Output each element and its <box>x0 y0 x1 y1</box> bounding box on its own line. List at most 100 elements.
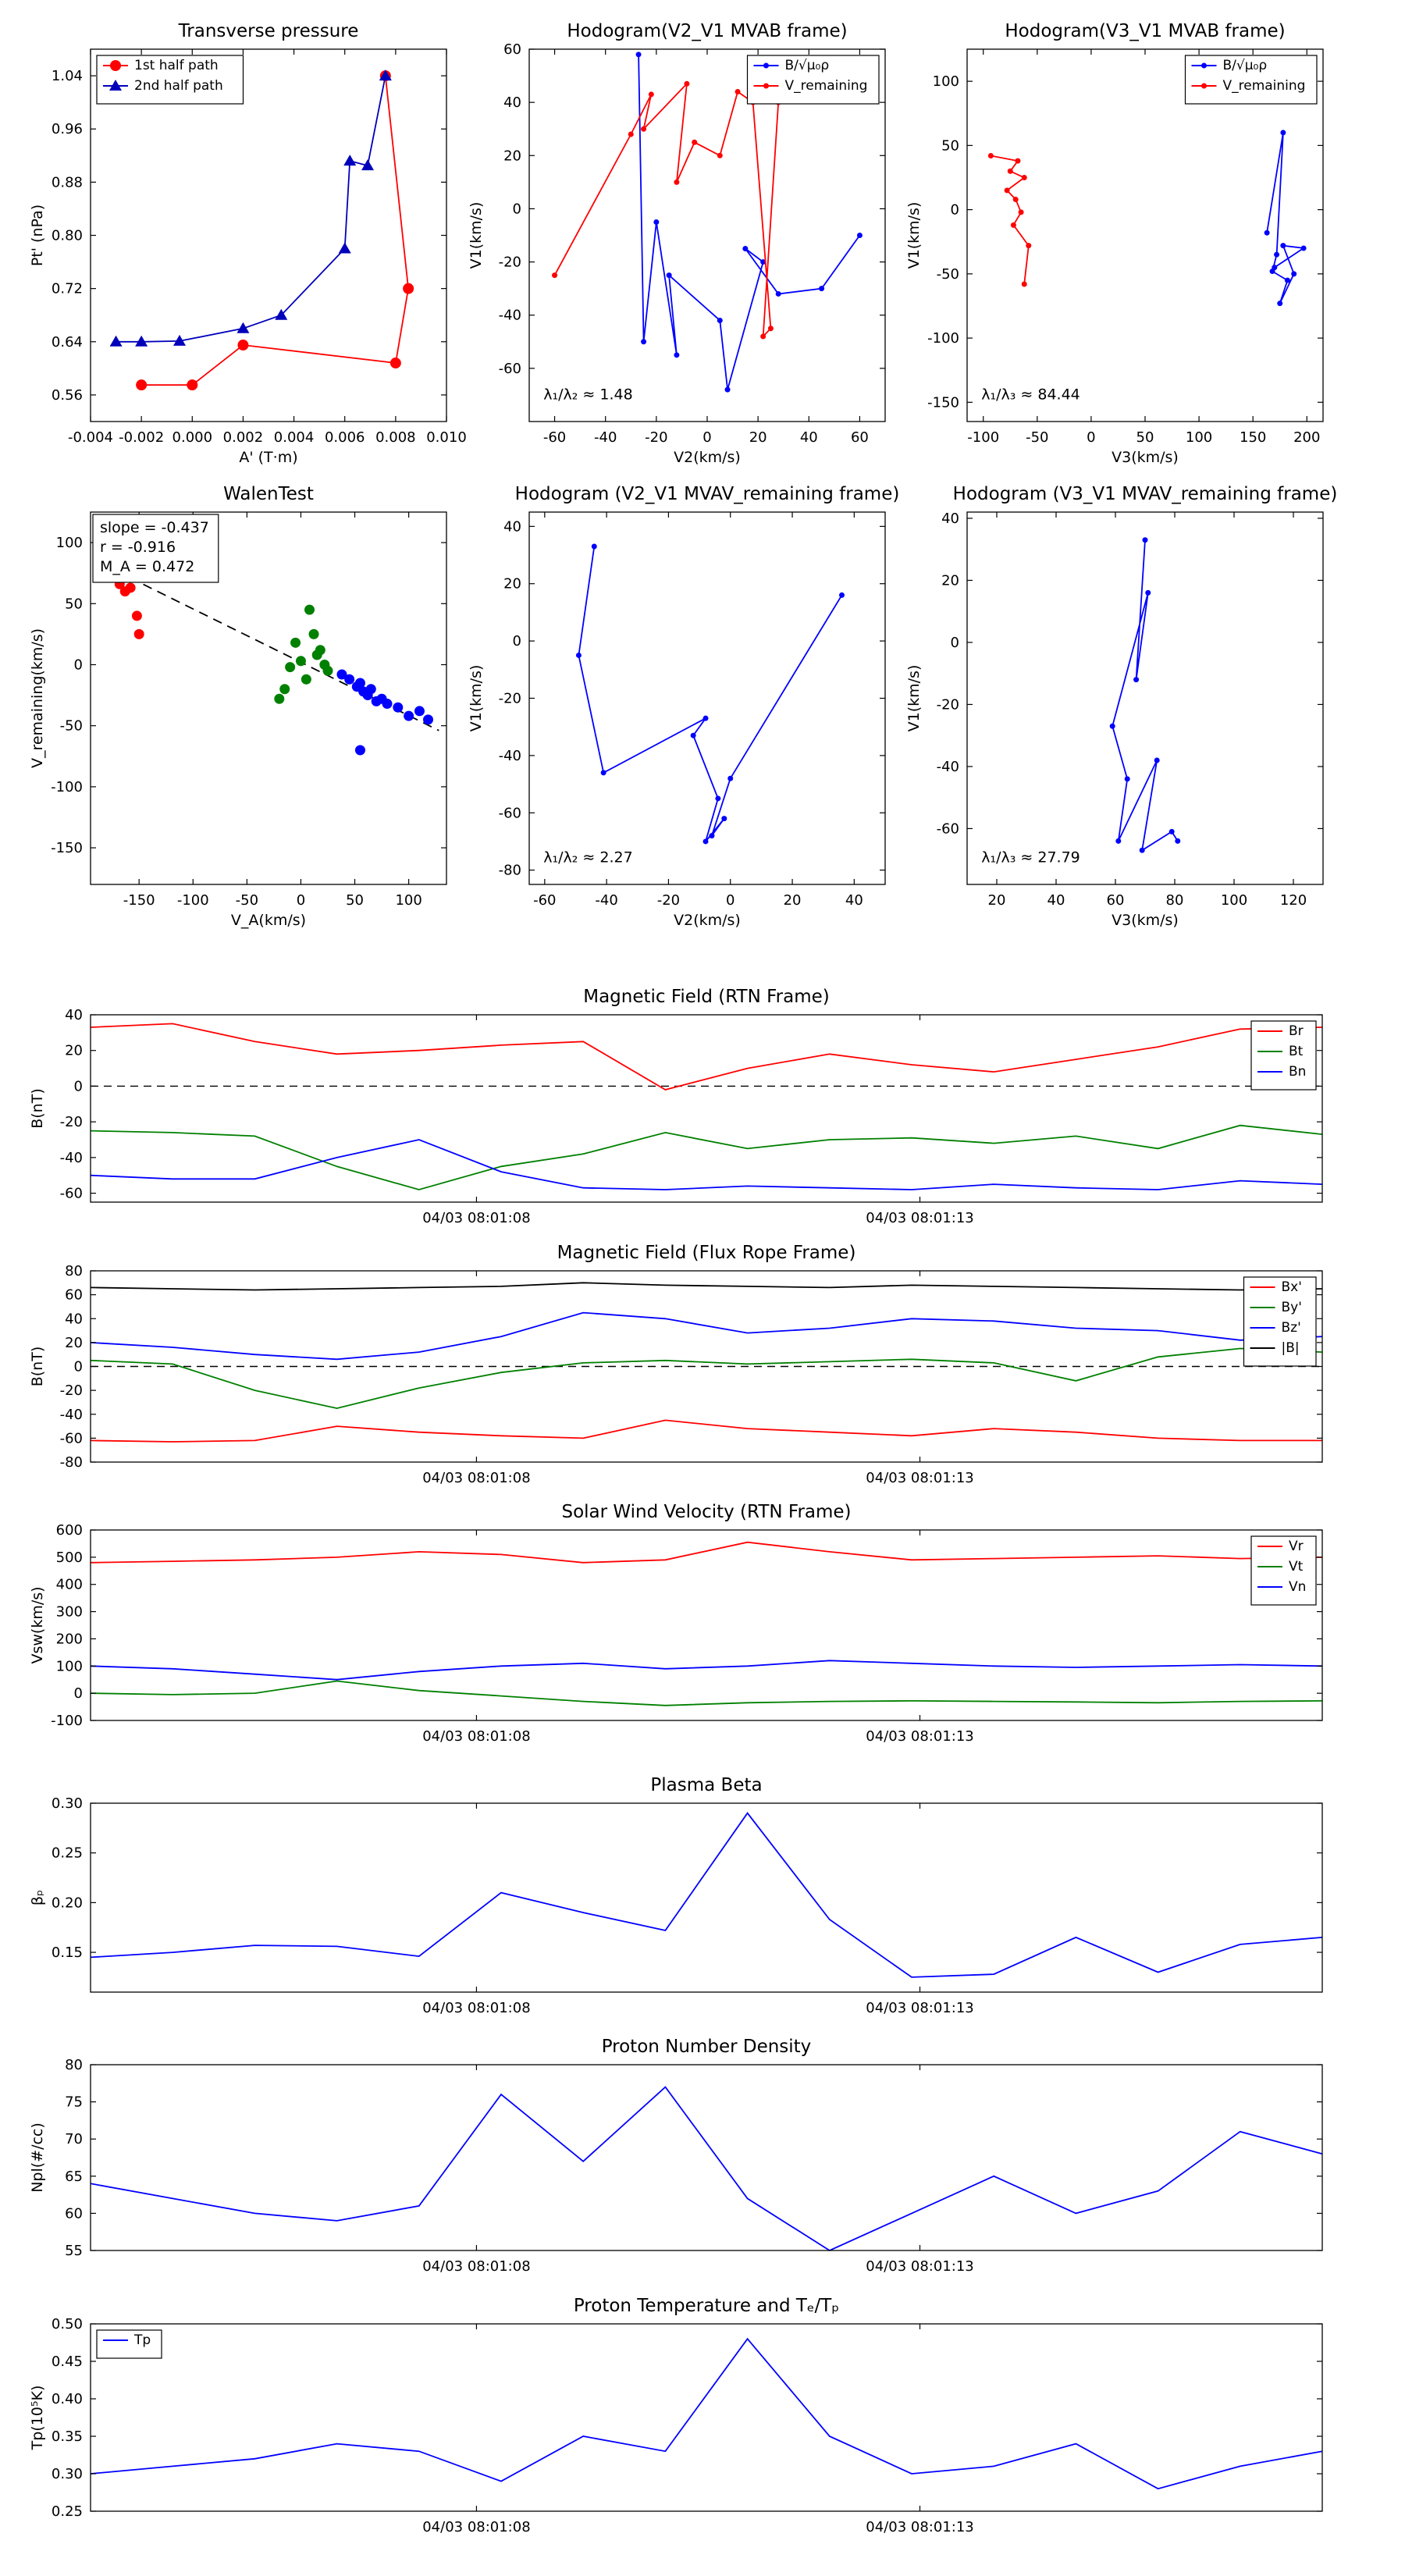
y-tick-label: 0.40 <box>52 2391 83 2407</box>
y-axis-label: Vsw(km/s) <box>29 1586 46 1663</box>
x-tick-label: 100 <box>395 892 422 909</box>
x-tick-label: 04/03 08:01:08 <box>422 1728 530 1745</box>
x-tick-label: 04/03 08:01:08 <box>422 2519 530 2535</box>
x-tick-label: 04/03 08:01:13 <box>866 2519 973 2535</box>
x-tick-label: -50 <box>1026 429 1048 446</box>
y-tick-label: 0 <box>74 1078 83 1094</box>
y-tick-label: -80 <box>499 863 521 879</box>
legend-label: Tp <box>133 2332 151 2348</box>
y-axis-label: Npl(#/cc) <box>29 2122 46 2193</box>
y-tick-label: 0.64 <box>52 334 83 350</box>
y-tick-label: 20 <box>941 572 959 589</box>
y-tick-label: 100 <box>56 1658 83 1674</box>
legend-label: Bn <box>1289 1064 1306 1080</box>
stats-box <box>92 514 219 583</box>
y-tick-label: -100 <box>927 330 959 347</box>
x-tick-label: 0 <box>702 429 711 446</box>
legend-box <box>746 55 880 105</box>
y-tick-label: 0.25 <box>52 2503 83 2520</box>
chart-svg-walen_test: -150 -100 -50 0 50 100 -150 -100 -50 0 50 100 WalenT… <box>29 484 447 929</box>
legend-label: Bz' <box>1282 1320 1301 1336</box>
x-tick-label: 50 <box>346 892 364 909</box>
y-axis-label: βₚ <box>29 1890 46 1905</box>
x-tick-label: 100 <box>1186 429 1212 446</box>
x-tick-label: 0.004 <box>274 429 315 446</box>
chart-svg-proton_density: 04/03 08:01:08 04/03 08:01:13 55 60 65 70 75 80… <box>29 2037 1323 2275</box>
y-tick-label: 0.50 <box>52 2316 83 2332</box>
x-axis-label: V2(km/s) <box>674 449 741 466</box>
stats-text: r = -0.916 <box>100 539 176 556</box>
y-tick-label: 40 <box>941 511 959 527</box>
y-tick-label: 0.25 <box>52 1845 83 1862</box>
y-tick-label: 0.45 <box>52 2354 83 2370</box>
y-axis-label: Tp(10⁵K) <box>29 2386 46 2451</box>
x-tick-label: -100 <box>177 892 209 909</box>
y-tick-label: -60 <box>499 361 521 377</box>
y-axis-label: Pt' (nPa) <box>29 205 46 266</box>
chart-svg-b_fluxrope: 04/03 08:01:08 04/03 08:01:13 -80 -60 -40 -20… <box>29 1243 1323 1486</box>
chart-title: WalenTest <box>223 484 314 504</box>
x-tick-label: 60 <box>1107 892 1125 909</box>
x-tick-label: 0.008 <box>375 429 416 446</box>
y-axis-label: V1(km/s) <box>468 665 485 732</box>
chart-title: Plasma Beta <box>650 1775 762 1795</box>
y-tick-label: 0 <box>513 201 521 217</box>
legend-box <box>1184 55 1318 105</box>
y-axis-label: V1(km/s) <box>905 202 923 269</box>
x-tick-label: 04/03 08:01:08 <box>422 1470 530 1486</box>
chart-title: Hodogram(V3_V1 MVAB frame) <box>1005 21 1285 41</box>
y-tick-label: -40 <box>937 759 959 775</box>
chart-title: Hodogram(V2_V1 MVAB frame) <box>567 21 847 41</box>
y-tick-label: 0 <box>513 633 521 649</box>
y-tick-label: 60 <box>503 41 521 58</box>
chart-svg-hodogram_v3v1_mvav: 20 40 60 80 100 120 -60 -40 -20 0 20 40 Hodogram (V3… <box>905 484 1337 929</box>
y-tick-label: 0.80 <box>52 228 83 244</box>
x-tick-label: 0 <box>297 892 305 909</box>
legend-label: V_remaining <box>1223 78 1306 94</box>
y-tick-label: 20 <box>503 148 521 164</box>
y-tick-label: 60 <box>65 2205 83 2222</box>
y-tick-label: 60 <box>65 1287 83 1304</box>
legend-box <box>1250 1535 1317 1606</box>
annotation: λ₁/λ₂ ≈ 2.27 <box>543 849 632 866</box>
y-tick-label: 300 <box>56 1604 83 1621</box>
y-tick-label: 0.88 <box>52 174 83 190</box>
x-tick-label: 120 <box>1280 892 1307 909</box>
y-tick-label: -50 <box>60 718 83 735</box>
y-tick-label: 50 <box>941 137 959 154</box>
y-tick-label: 0 <box>951 635 959 651</box>
chart-svg-plasma_beta: 04/03 08:01:08 04/03 08:01:13 0.15 0.20 0.25… <box>29 1775 1323 2016</box>
chart-svg-vsw_rtn: 04/03 08:01:08 04/03 08:01:13 -100 0 100 200 3… <box>29 1502 1323 1745</box>
legend-label: 2nd half path <box>134 78 223 94</box>
stats-text: slope = -0.437 <box>100 519 209 536</box>
x-tick-label: -20 <box>657 892 680 909</box>
x-tick-label: 0.002 <box>223 429 264 446</box>
y-tick-label: -100 <box>51 779 83 795</box>
y-tick-label: 20 <box>65 1043 83 1059</box>
legend-label: V_remaining <box>785 78 868 94</box>
chart-title: Solar Wind Velocity (RTN Frame) <box>561 1502 851 1522</box>
x-tick-label: 04/03 08:01:13 <box>866 2000 973 2016</box>
y-tick-label: 80 <box>65 1263 83 1279</box>
y-tick-label: 0.35 <box>52 2428 83 2445</box>
x-axis-label: V3(km/s) <box>1112 912 1179 929</box>
legend-label: Br <box>1289 1023 1304 1039</box>
chart-title: Magnetic Field (Flux Rope Frame) <box>557 1243 856 1263</box>
legend-label: 1st half path <box>134 58 219 73</box>
y-tick-label: 0.56 <box>52 387 83 404</box>
y-tick-label: -60 <box>60 1430 83 1446</box>
legend-box <box>96 55 244 105</box>
chart-title: Magnetic Field (RTN Frame) <box>583 987 830 1007</box>
x-tick-label: 40 <box>845 892 863 909</box>
y-tick-label: 600 <box>56 1522 83 1539</box>
y-tick-label: -40 <box>60 1407 83 1423</box>
x-axis-label: A' (T·m) <box>239 449 297 466</box>
y-tick-label: -60 <box>499 805 521 821</box>
x-tick-label: -40 <box>595 892 617 909</box>
x-tick-label: 0.010 <box>426 429 467 446</box>
y-tick-label: -50 <box>937 266 959 283</box>
legend-box <box>96 2329 162 2359</box>
chart-title: Proton Temperature and Tₑ/Tₚ <box>574 2296 839 2316</box>
legend-label: B/√μ₀ρ <box>785 58 830 73</box>
